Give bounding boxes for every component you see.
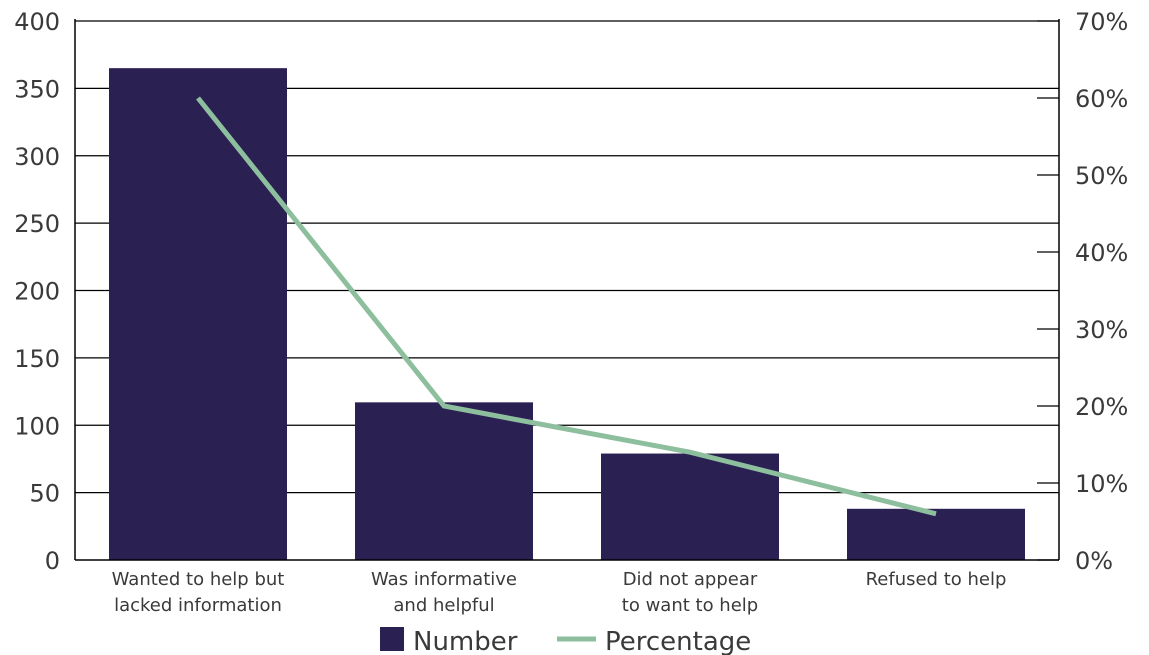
y-tick-label: 250 [14, 210, 60, 238]
left-axis-ticks: 0 50 100 150 200 250 300 350 400 [14, 8, 60, 575]
category-label: Refused to help [866, 569, 1007, 590]
bar [847, 508, 1025, 560]
y2-tick-label: 20% [1075, 393, 1128, 421]
bar [355, 402, 533, 560]
y-tick-label: 0 [45, 547, 60, 575]
y-tick-label: 150 [14, 345, 60, 373]
y-tick-label: 100 [14, 412, 60, 440]
axes [74, 19, 1060, 561]
bar-series [109, 68, 1025, 560]
legend-label-percentage: Percentage [605, 627, 751, 655]
line-series [196, 96, 937, 517]
bar [109, 68, 287, 560]
y2-tick-label: 50% [1075, 162, 1128, 190]
percentage-line [196, 96, 937, 517]
y2-tick-label: 0% [1075, 547, 1113, 575]
y-tick-label: 400 [14, 8, 60, 36]
legend-swatch-number [380, 627, 404, 651]
category-label: Wanted to help but lacked information [112, 569, 285, 616]
y-tick-label: 300 [14, 143, 60, 171]
y2-tick-label: 60% [1075, 85, 1128, 113]
bar [601, 453, 779, 560]
category-label: Was informative and helpful [371, 569, 517, 616]
y-tick-label: 200 [14, 278, 60, 306]
right-axis-ticks: 0% 10% 20% 30% 40% 50% 60% 70% [1037, 8, 1128, 575]
y-tick-label: 350 [14, 75, 60, 103]
y-tick-label: 50 [29, 480, 60, 508]
y2-tick-label: 40% [1075, 239, 1128, 267]
y2-tick-label: 70% [1075, 8, 1128, 36]
y2-tick-label: 10% [1075, 470, 1128, 498]
y2-tick-label: 30% [1075, 316, 1128, 344]
category-labels: Wanted to help but lacked information Was … [112, 569, 1007, 616]
category-label: Did not appear to want to help [622, 569, 758, 616]
legend-label-number: Number [413, 627, 518, 655]
legend: Number Percentage [380, 627, 751, 655]
